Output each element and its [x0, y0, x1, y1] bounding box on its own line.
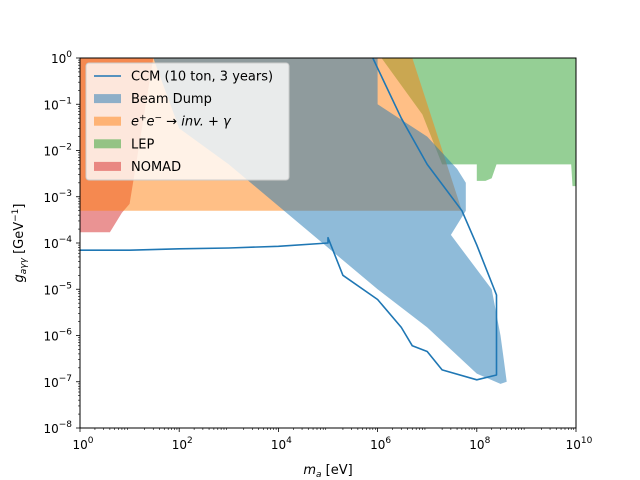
- y-axis-label: gaγγ [GeV−1]: [11, 204, 29, 283]
- y-tick-label: 10−3: [43, 189, 72, 205]
- legend-label-nomad: NOMAD: [131, 160, 181, 175]
- ticks-layer: 100 102 104 106 108 1010 10−8 10−7 10−6 10−5 10−4 1…: [43, 50, 592, 452]
- y-tick-label: 10−5: [43, 281, 72, 297]
- legend-label-e-e-inv: e+e− → inv. + γ: [131, 114, 232, 130]
- x-tick-label: 100: [72, 436, 93, 452]
- y-tick-label: 10−6: [43, 328, 72, 344]
- y-tick-label: 10−8: [43, 420, 72, 436]
- legend-entries: CCM (10 ton, 3 years) Beam Dump e+e− → inv…: [94, 70, 273, 175]
- series-lep-region: [381, 58, 576, 187]
- y-tick-label: 10−2: [43, 143, 72, 159]
- x-axis-label: ma [eV]: [303, 463, 352, 480]
- x-tick-label: 1010: [566, 436, 593, 452]
- x-tick-label: 102: [172, 436, 193, 452]
- y-tick-label: 10−1: [43, 96, 72, 112]
- series-ccm-10-ton-3-years-line: [80, 58, 498, 381]
- legend-box: [85, 62, 290, 181]
- legend-swatch-e-e-inv: [94, 116, 121, 126]
- legend-swatch-nomad: [94, 161, 121, 171]
- legend-label-ccm-10-ton-3-years: CCM (10 ton, 3 years): [131, 70, 273, 85]
- legend: CCM (10 ton, 3 years) Beam Dump e+e− → inv…: [85, 62, 290, 181]
- legend-swatch-beam-dump: [94, 94, 121, 104]
- y-tick-label: 10−7: [43, 374, 72, 390]
- x-tick-label: 104: [271, 436, 292, 452]
- y-tick-label: 100: [51, 50, 72, 66]
- legend-label-beam-dump: Beam Dump: [131, 92, 212, 107]
- legend-swatch-lep: [94, 139, 121, 149]
- x-tick-label: 108: [469, 436, 490, 452]
- legend-label-lep: LEP: [131, 137, 154, 152]
- y-tick-label: 10−4: [43, 235, 72, 251]
- x-tick-label: 106: [370, 436, 391, 452]
